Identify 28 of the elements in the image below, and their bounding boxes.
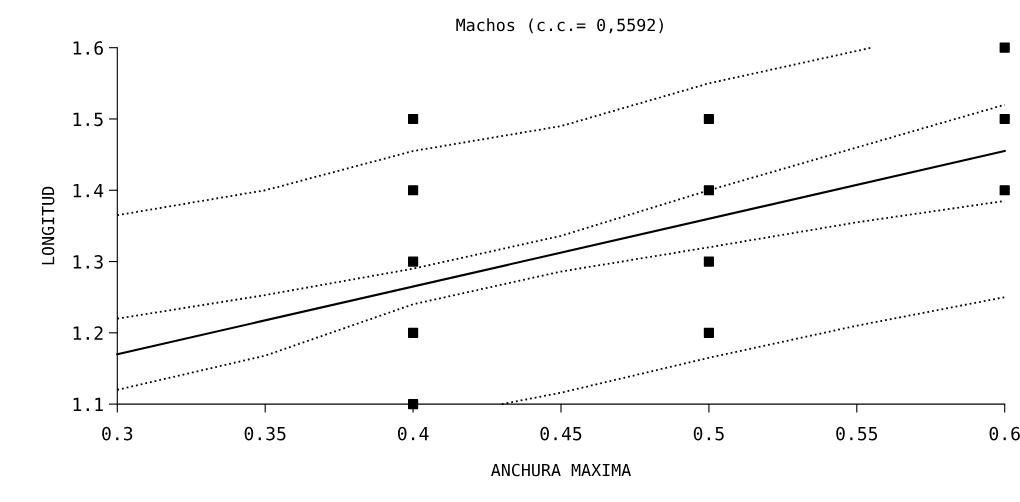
point	[999, 113, 1010, 125]
point	[999, 185, 1010, 196]
chart-title: Machos (c.c.= 0,5592)	[456, 18, 663, 34]
y-tick-label: 1.1	[73, 397, 103, 412]
x-tick-label: 0.45	[540, 426, 582, 441]
point	[408, 256, 419, 267]
x-tick-label: 0.3	[102, 426, 133, 441]
point	[703, 327, 714, 338]
x-tick-label: 0.35	[244, 426, 286, 441]
point	[408, 399, 419, 410]
point	[408, 185, 419, 196]
y-tick-label: 1.3	[73, 255, 103, 269]
x-tick-label: 0.6	[989, 426, 1020, 441]
x-tick-label: 0.5	[693, 426, 724, 441]
x-tick-label: 0.4	[397, 426, 429, 441]
y-tick-label: 1.2	[73, 326, 103, 340]
point	[703, 185, 714, 196]
y-tick-label: 1.5	[73, 112, 103, 127]
point	[703, 256, 714, 267]
point	[408, 113, 419, 125]
point	[999, 42, 1010, 53]
y-tick-label: 1.6	[73, 41, 103, 55]
x-axis-title: ANCHURA MAXIMA	[491, 463, 631, 477]
x-tick-label: 0.55	[836, 426, 878, 441]
y-tick-label: 1.4	[73, 184, 104, 198]
y-axis-title: LONGITUD	[41, 186, 55, 265]
point	[703, 113, 714, 125]
point	[408, 327, 419, 338]
